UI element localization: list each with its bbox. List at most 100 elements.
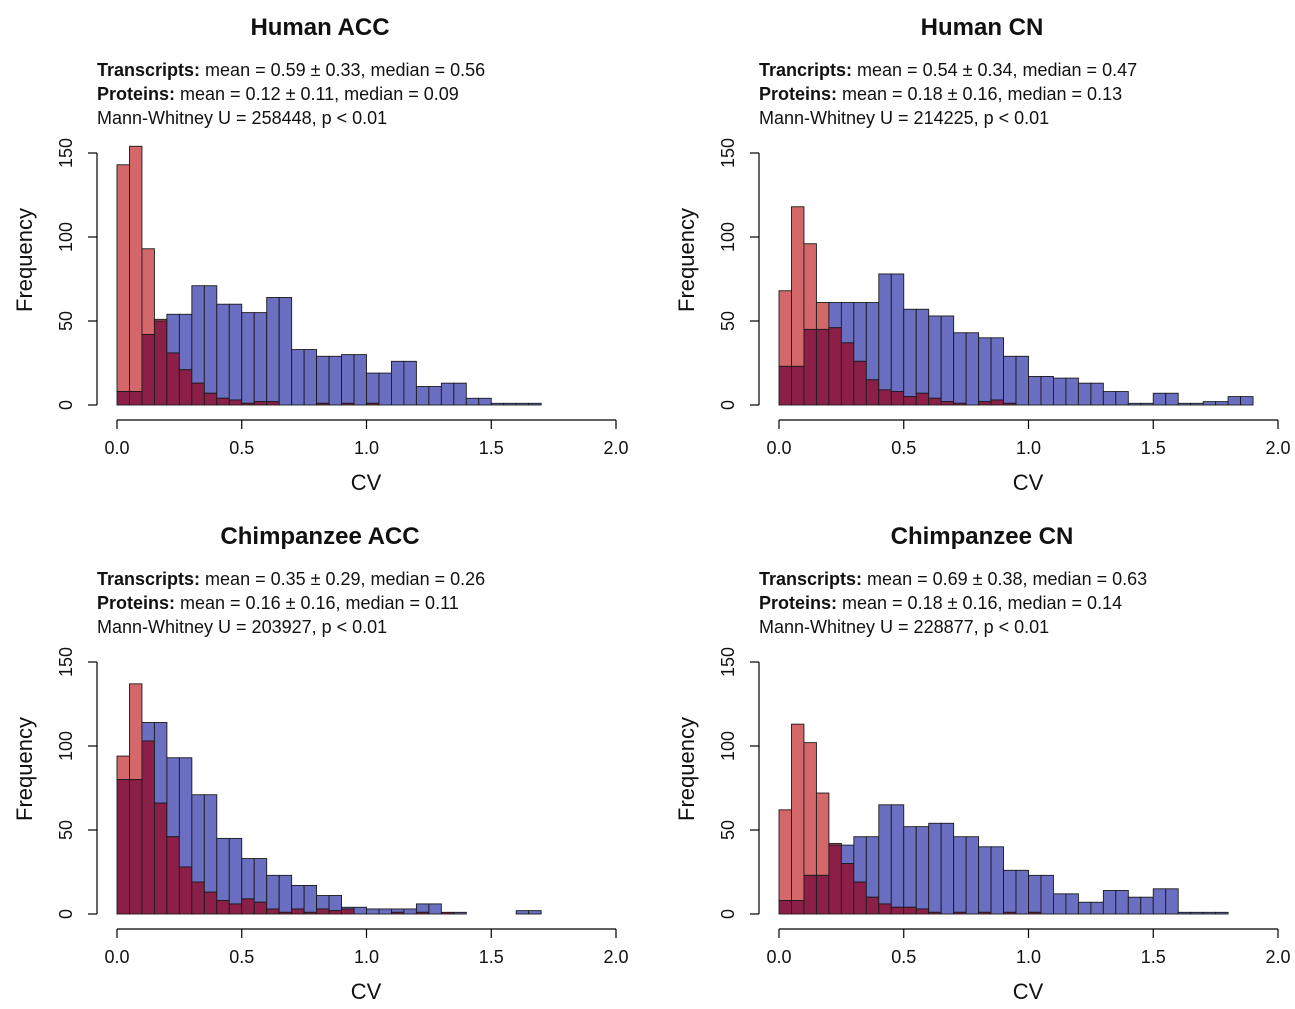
transcript-bar [1090,901,1104,915]
transcript-bar [1028,375,1042,406]
protein-bar [815,302,830,330]
transcript-bar [203,794,218,893]
transcript-bar [503,402,517,406]
stats-test: Mann-Whitney U = 203927, p < 0.01 [97,617,388,637]
transcript-bar [915,308,930,394]
overlap-bar [129,779,143,915]
transcript-bar [1053,893,1067,915]
panel-chimpanzee-acc: 0.0 0.5 1.0 1.5 2.0 0 50 100 150 Chimpanzee ACC … [0,509,640,1009]
transcript-bar [403,908,417,915]
x-tick-label: 1.0 [1016,947,1041,967]
transcript-bar [515,402,530,406]
transcript-bar [1177,911,1192,915]
transcript-bar [890,804,905,908]
panel-human-acc: 0.0 0.5 1.0 1.5 2.0 0 50 100 150 Human ACC Trans… [0,0,640,500]
transcript-bar [878,804,892,905]
transcript-bar [465,397,480,406]
x-tick-label: 1.5 [1141,438,1166,458]
stats-proteins-text: mean = 0.16 ± 0.16, median = 0.11 [175,593,459,613]
transcript-bar [391,360,405,406]
stats-proteins-text: mean = 0.12 ± 0.11, median = 0.09 [175,84,459,104]
transcript-bar [216,837,230,902]
stats-transcripts-text: mean = 0.54 ± 0.34, median = 0.47 [852,60,1138,80]
overlap-bar [878,389,892,406]
transcript-bar [291,349,305,406]
transcript-bar [1202,911,1217,915]
transcript-bar [840,302,855,344]
overlap-bar [953,911,967,915]
x-tick-label: 0.0 [766,438,791,458]
x-tick-label: 2.0 [603,947,628,967]
transcript-bar [1240,396,1254,406]
stats-proteins-label: Proteins: [97,593,176,613]
transcript-bar [965,332,980,406]
transcript-bar [178,757,193,868]
transcript-bar [1215,401,1229,406]
stats-proteins-label: Proteins: [759,593,838,613]
overlap-bar [928,911,942,915]
transcript-bar [928,822,942,913]
x-tick-label: 1.0 [354,438,379,458]
transcript-bar [1040,375,1054,406]
protein-bar [116,164,130,393]
transcript-bar [153,722,168,804]
transcript-bar [166,757,180,838]
transcript-bar [415,903,430,913]
transcript-bar [1190,402,1204,406]
x-tick-label: 2.0 [1265,438,1290,458]
overlap-bar [216,900,230,915]
transcript-bar [328,895,343,912]
y-axis-label: Frequency [674,208,699,312]
transcript-bar [1053,377,1067,406]
stats-proteins: Proteins: mean = 0.16 ± 0.16, median = 0… [97,591,485,615]
overlap-bar [940,401,955,406]
x-tick-label: 0.5 [891,947,916,967]
overlap-bar [915,908,930,915]
overlap-bar [328,910,343,915]
x-tick-label: 2.0 [1265,947,1290,967]
y-tick-label: 0 [56,909,76,919]
transcript-bar [216,303,230,399]
transcript-bar [303,349,318,406]
overlap-bar [153,802,168,915]
overlap-bar [141,740,155,915]
y-tick-label: 150 [718,647,738,677]
stats-proteins-label: Proteins: [759,84,838,104]
transcript-bar [1165,888,1179,915]
transcript-bar [1065,893,1079,915]
overlap-bar [141,333,155,406]
overlap-bar [803,328,817,406]
stats-transcripts-label: Transcripts: [97,569,201,589]
overlap-bar [440,911,455,915]
overlap-bar [815,874,830,915]
y-tick-label: 150 [718,138,738,168]
overlap-bar [953,402,967,406]
overlap-bar [266,401,280,406]
transcript-bar [953,836,967,913]
y-axis-label: Frequency [12,208,37,312]
y-tick-label: 100 [718,222,738,252]
x-tick-label: 0.0 [104,947,129,967]
y-tick-label: 50 [718,820,738,840]
transcript-bar [266,874,280,910]
transcript-bar [191,794,205,883]
overlap-bar [228,903,243,915]
transcript-bar [428,386,442,406]
stats-transcripts: Trancripts: mean = 0.54 ± 0.34, median =… [759,58,1137,82]
overlap-bar [216,397,230,406]
stats-block: Transcripts: mean = 0.35 ± 0.29, median … [97,567,485,639]
y-tick-label: 100 [56,222,76,252]
chart-title: Chimpanzee CN [890,523,1074,550]
x-tick-label: 0.0 [104,438,129,458]
y-tick-label: 0 [718,909,738,919]
overlap-bar [791,365,805,406]
transcript-bar [528,402,542,406]
y-tick-label: 50 [56,820,76,840]
overlap-bar [253,901,268,915]
protein-bar [791,206,805,367]
transcript-bar [1102,391,1117,406]
transcript-bar [166,313,180,354]
transcript-bar [978,846,992,913]
x-tick-label: 0.5 [891,438,916,458]
stats-test: Mann-Whitney U = 228877, p < 0.01 [759,617,1050,637]
